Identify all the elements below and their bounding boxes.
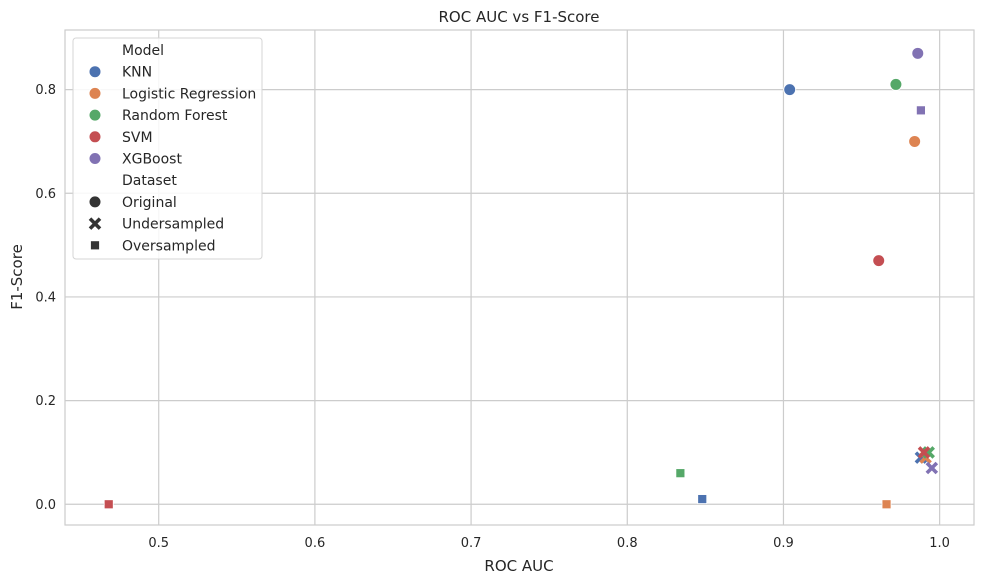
legend-box: [72, 37, 263, 260]
y-tick-label: 0.8: [35, 83, 56, 98]
legend-title-model: Model: [122, 43, 164, 59]
data-point: [697, 494, 708, 504]
legend-entry-label: Random Forest: [122, 108, 228, 124]
data-points: [103, 46, 939, 510]
y-tick-label: 0.6: [35, 187, 56, 202]
legend-entry-label: Undersampled: [122, 217, 224, 233]
data-point: [675, 468, 686, 479]
x-axis-label: ROC AUC: [484, 557, 553, 575]
legend-marker: [90, 240, 100, 251]
data-point: [925, 461, 939, 475]
data-point: [872, 254, 886, 268]
plot-area-frame: [64, 29, 975, 526]
y-tick-label: 0.4: [35, 290, 56, 305]
legend-title-dataset: Dataset: [122, 173, 177, 189]
data-point: [911, 46, 925, 60]
y-tick-label: 0.0: [35, 498, 56, 513]
x-tick-label: 0.7: [461, 536, 482, 551]
legend-entry-label: XGBoost: [122, 152, 182, 168]
data-point: [915, 105, 926, 116]
data-point: [889, 77, 903, 91]
data-point: [103, 499, 114, 510]
legend-entry-label: Logistic Regression: [122, 86, 256, 102]
y-tick-label: 0.2: [35, 394, 56, 409]
data-point: [881, 499, 892, 510]
data-point: [908, 134, 922, 148]
legend-marker: [88, 108, 102, 122]
x-tick-label: 0.8: [617, 536, 638, 551]
data-point: [917, 446, 931, 459]
legend-marker: [88, 195, 102, 209]
legend-entry-label: KNN: [122, 65, 152, 81]
data-point: [783, 83, 797, 97]
legend-entry-label: Original: [122, 195, 177, 211]
x-tick-label: 0.9: [773, 536, 794, 551]
y-axis-ticks: 0.0 0.2 0.4 0.6 0.8: [35, 83, 56, 513]
x-tick-label: 0.6: [305, 536, 326, 551]
legend-marker: [88, 217, 102, 230]
chart-title: ROC AUC vs F1-Score: [438, 8, 599, 26]
x-axis-ticks: 0.5 0.6 0.7 0.8 0.9 1.0: [148, 536, 950, 551]
legend-entry-label: Oversampled: [122, 238, 215, 254]
legend-entry-label: SVM: [122, 130, 153, 146]
legend-marker: [88, 86, 102, 100]
x-tick-label: 0.5: [148, 536, 169, 551]
x-tick-label: 1.0: [929, 536, 950, 551]
legend-marker: [88, 130, 102, 144]
legend-marker: [88, 65, 102, 79]
legend-marker: [88, 152, 102, 165]
y-axis-label: F1-Score: [8, 244, 26, 310]
legend: Model KNN Logistic Regression Random Forest…: [72, 37, 263, 260]
